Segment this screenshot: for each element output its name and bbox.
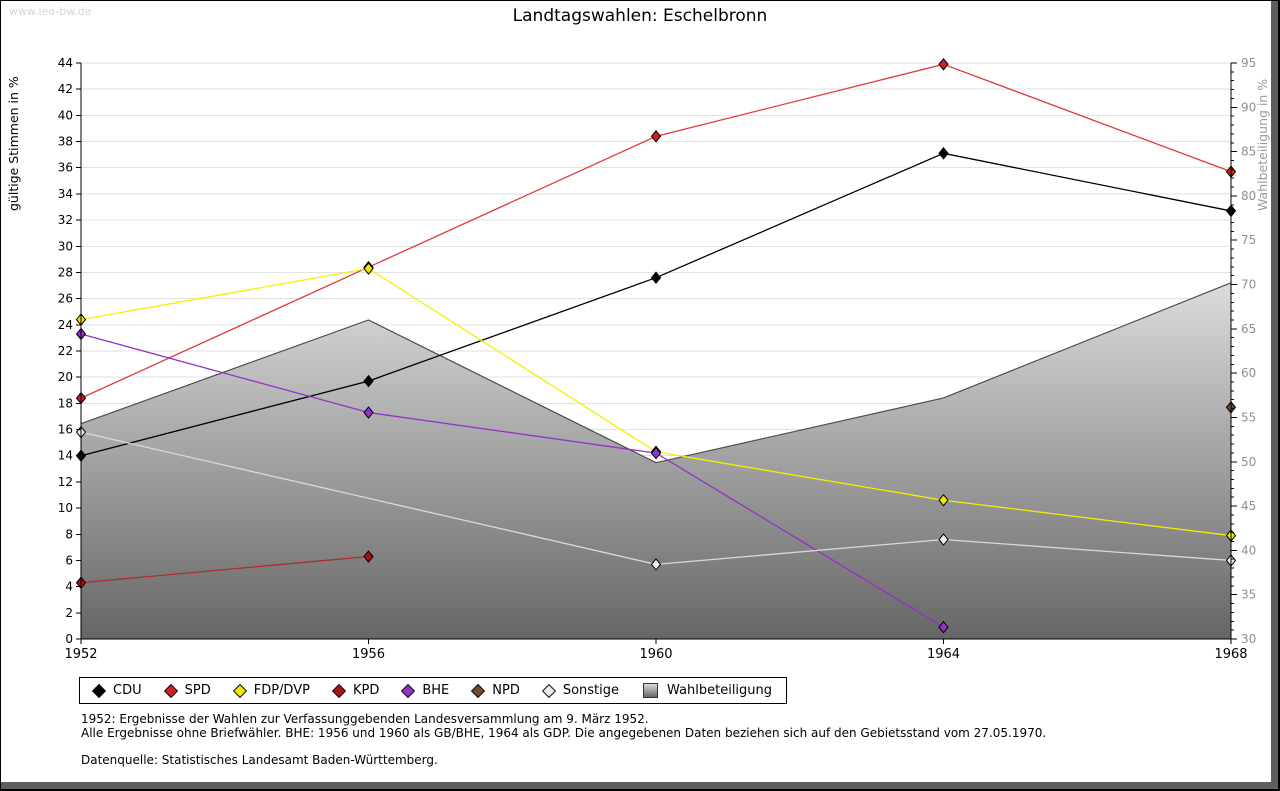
x-tick-label: 1964 <box>927 647 960 662</box>
right-tick-label: 45 <box>1241 499 1256 513</box>
data-point-cdu <box>938 147 949 160</box>
chart-legend: CDU SPD FDP/DVP KPD BHE NPD Sonstige Wahlbeteil… <box>79 677 788 704</box>
left-tick-label: 36 <box>58 161 73 175</box>
left-tick-label: 18 <box>58 396 73 410</box>
diamond-marker-icon <box>331 683 347 698</box>
right-tick-label: 70 <box>1241 278 1256 292</box>
diamond-marker-icon <box>232 683 247 698</box>
legend-label: Sonstige <box>562 683 620 698</box>
election-chart: 0246810121416182022242628303234363840424… <box>6 56 1270 662</box>
left-tick-label: 0 <box>65 632 73 646</box>
legend-label: CDU <box>113 683 142 698</box>
legend-label: KPD <box>352 683 380 698</box>
footnotes: 1952: Ergebnisse der Wahlen zur Verfassu… <box>81 712 1046 767</box>
footnote-1952: 1952: Ergebnisse der Wahlen zur Verfassu… <box>81 712 649 726</box>
legend-item-bhe: BHE <box>401 683 450 698</box>
left-tick-label: 34 <box>58 187 73 201</box>
series-line-sonstige <box>80 431 1232 566</box>
right-tick-label: 60 <box>1241 366 1256 380</box>
right-axis-title: Wahlbeteiligung in % <box>1255 79 1270 211</box>
diamond-marker-icon <box>401 683 416 698</box>
left-tick-label: 12 <box>58 475 73 489</box>
legend-item-sonstige: Sonstige <box>541 683 620 698</box>
x-tick-label: 1960 <box>639 647 672 662</box>
left-axis-title: gültige Stimmen in % <box>6 76 21 211</box>
left-tick-label: 40 <box>58 108 73 122</box>
data-point-fdp-dvp <box>938 493 949 507</box>
turnout-area <box>81 282 1231 639</box>
right-tick-label: 80 <box>1241 189 1256 203</box>
site-watermark: www.leo-bw.de <box>9 5 92 18</box>
turnout-swatch-icon <box>643 683 659 698</box>
right-tick-label: 35 <box>1241 588 1256 602</box>
data-point-cdu <box>650 271 662 284</box>
data-point-kpd <box>363 550 374 563</box>
right-tick-label: 65 <box>1241 322 1256 336</box>
right-tick-label: 50 <box>1241 455 1256 469</box>
legend-label: SPD <box>184 683 211 698</box>
right-tick-label: 95 <box>1241 56 1256 70</box>
series-line-kpd <box>80 555 369 584</box>
x-tick-label: 1968 <box>1214 647 1247 662</box>
series-line-spd <box>80 63 1232 399</box>
data-point-spd <box>938 58 949 71</box>
left-tick-label: 14 <box>58 449 73 463</box>
left-tick-label: 42 <box>58 82 73 96</box>
legend-item-spd: SPD <box>163 683 211 698</box>
legend-item-kpd: KPD <box>331 683 380 698</box>
left-tick-label: 22 <box>58 344 73 358</box>
data-point-bhe <box>938 620 949 634</box>
chart-title: Landtagswahlen: Eschelbronn <box>512 6 768 26</box>
left-tick-label: 26 <box>58 292 73 306</box>
left-tick-label: 28 <box>58 265 73 279</box>
footnote-source: Datenquelle: Statistisches Landesamt Bad… <box>81 753 438 767</box>
data-point-spd <box>650 130 662 143</box>
left-tick-label: 16 <box>58 423 73 437</box>
turnout-area-edge <box>80 282 1232 464</box>
left-tick-label: 2 <box>65 606 73 620</box>
legend-item-cdu: CDU <box>91 683 142 698</box>
x-tick-label: 1956 <box>352 647 385 662</box>
diamond-marker-icon <box>163 683 178 698</box>
footnote-details: Alle Ergebnisse ohne Briefwähler. BHE: 1… <box>81 726 1047 740</box>
left-tick-label: 4 <box>65 580 73 594</box>
left-tick-label: 8 <box>65 527 73 541</box>
right-tick-label: 90 <box>1241 100 1256 114</box>
data-point-fdp-dvp <box>363 262 374 275</box>
legend-item-fdp-dvp: FDP/DVP <box>232 683 310 698</box>
right-tick-label: 55 <box>1241 410 1256 424</box>
legend-item-npd: NPD <box>471 683 520 698</box>
legend-label: NPD <box>492 683 520 698</box>
left-tick-label: 6 <box>65 553 73 567</box>
data-point-cdu <box>363 374 374 388</box>
legend-label: BHE <box>422 683 450 698</box>
left-tick-label: 24 <box>58 318 73 332</box>
diamond-marker-icon <box>471 683 486 698</box>
left-tick-label: 20 <box>58 370 73 384</box>
data-point-sonstige <box>650 558 662 571</box>
diamond-marker-icon <box>91 683 107 698</box>
left-tick-label: 10 <box>58 501 73 515</box>
x-tick-label: 1952 <box>64 647 97 662</box>
legend-label: FDP/DVP <box>253 683 310 698</box>
data-point-bhe <box>650 446 662 460</box>
right-tick-label: 85 <box>1241 145 1256 159</box>
right-tick-label: 75 <box>1241 233 1256 247</box>
data-point-sonstige <box>938 533 949 546</box>
left-tick-label: 32 <box>58 213 73 227</box>
data-point-bhe <box>363 406 374 419</box>
diamond-marker-icon <box>541 683 556 698</box>
left-tick-label: 30 <box>58 239 73 253</box>
legend-label: Wahlbeteiligung <box>667 683 773 698</box>
legend-item-wahlbeteiligung: Wahlbeteiligung <box>643 683 772 698</box>
left-tick-label: 44 <box>58 56 73 70</box>
series-line-bhe <box>80 333 944 628</box>
right-tick-label: 30 <box>1241 632 1256 646</box>
left-tick-label: 38 <box>58 135 73 149</box>
right-tick-label: 40 <box>1241 543 1256 557</box>
